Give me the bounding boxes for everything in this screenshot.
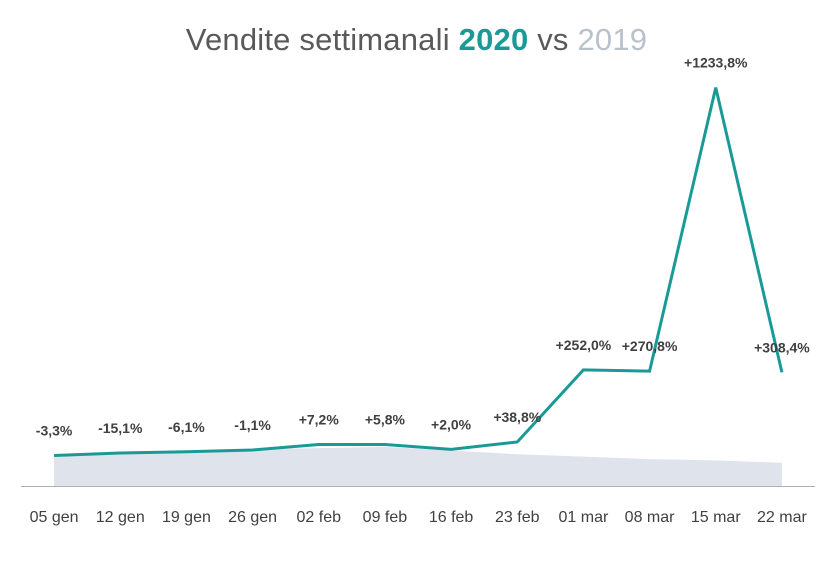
title-year-2019: 2019	[577, 22, 648, 57]
data-label: -15,1%	[98, 420, 143, 436]
x-tick-label: 26 gen	[228, 509, 277, 526]
series-2020-point	[780, 370, 784, 374]
data-label: +1233,8%	[684, 55, 748, 71]
data-label: +38,8%	[493, 409, 541, 425]
x-tick-label: 15 mar	[691, 509, 741, 526]
x-tick-label: 05 gen	[30, 509, 79, 526]
data-label: +252,0%	[556, 337, 612, 353]
series-2020-point	[581, 368, 585, 372]
x-tick-label: 08 mar	[625, 509, 675, 526]
series-2020-point	[515, 440, 519, 444]
series-2020-point	[714, 86, 718, 90]
title-vs: vs	[537, 22, 569, 57]
x-tick-label: 19 gen	[162, 509, 211, 526]
x-tick-label: 02 feb	[297, 509, 342, 526]
x-tick-label: 22 mar	[757, 509, 807, 526]
series-2020-point	[118, 451, 122, 455]
x-tick-label: 09 feb	[363, 509, 408, 526]
series-2020-point	[449, 447, 453, 451]
x-tick-label: 16 feb	[429, 509, 474, 526]
data-label: +308,4%	[754, 339, 810, 355]
series-2020-point	[383, 442, 387, 446]
data-label: +2,0%	[431, 416, 472, 432]
x-tick-label: 01 mar	[559, 509, 609, 526]
title-year-2020: 2020	[458, 22, 529, 57]
title-prefix: Vendite settimanali	[185, 22, 450, 57]
data-label: -3,3%	[36, 422, 73, 438]
series-2020-point	[317, 442, 321, 446]
series-2020-point	[52, 453, 56, 457]
chart-title: Vendite settimanali 2020 vs 2019	[0, 22, 833, 58]
series-2020-point	[251, 448, 255, 452]
x-tick-label: 23 feb	[495, 509, 540, 526]
data-label: -1,1%	[234, 417, 271, 433]
series-2019-area	[54, 446, 782, 486]
data-label: +5,8%	[365, 411, 406, 427]
data-label: +270,8%	[622, 338, 678, 354]
series-2020-line	[54, 87, 784, 457]
data-label: -6,1%	[168, 419, 205, 435]
series-2020-point	[184, 450, 188, 454]
series-2020-point	[648, 369, 652, 373]
x-tick-label: 12 gen	[96, 509, 145, 526]
data-label: +7,2%	[299, 411, 340, 427]
